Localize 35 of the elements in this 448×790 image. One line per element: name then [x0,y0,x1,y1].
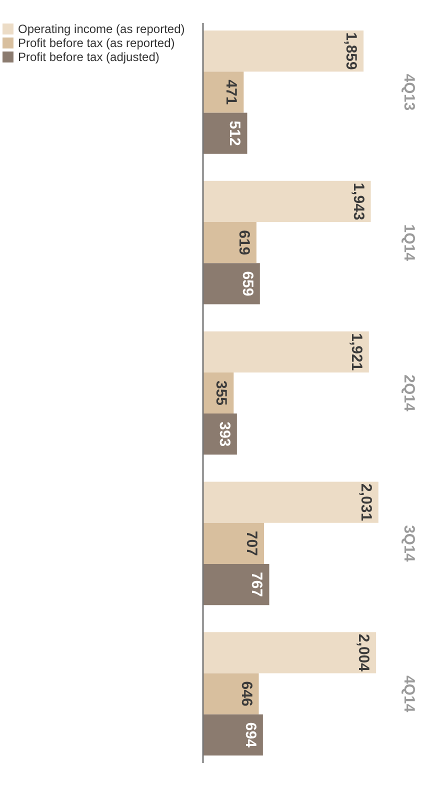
bar [203,522,264,564]
legend-label: Profit before tax (as reported) [18,36,175,50]
y-tick-label: 3Q14 [400,525,418,562]
bar [203,564,270,606]
data-label: 659 [238,271,256,296]
bar [203,714,263,756]
bar [203,263,260,304]
legend-label: Operating income (as reported) [18,22,185,36]
data-label: 646 [238,681,255,706]
data-label: 694 [242,722,259,748]
data-label: 619 [235,230,252,256]
bar [203,482,378,523]
y-tick-label: 2Q14 [400,374,418,412]
y-tick-label: 4Q13 [400,74,418,111]
bar [203,222,256,264]
bar [203,180,371,222]
data-label: 355 [212,380,230,406]
bar [203,331,369,372]
y-tick-label: 1Q14 [400,224,418,262]
data-label: 1,859 [342,32,360,70]
data-label: 2,031 [357,484,374,522]
bar [203,30,364,72]
data-label: 707 [243,530,260,556]
data-label: 471 [222,80,240,105]
bar [203,112,248,154]
legend-label: Profit before tax (adjusted) [18,50,160,64]
data-label: 512 [226,120,244,146]
bar [203,632,376,674]
data-label: 767 [248,572,266,598]
data-label: 2,004 [355,634,372,672]
data-label: 1,943 [350,182,367,220]
bar [203,673,259,714]
data-label: 393 [216,422,233,447]
y-tick-label: 4Q14 [400,675,418,713]
data-label: 1,921 [348,333,365,371]
